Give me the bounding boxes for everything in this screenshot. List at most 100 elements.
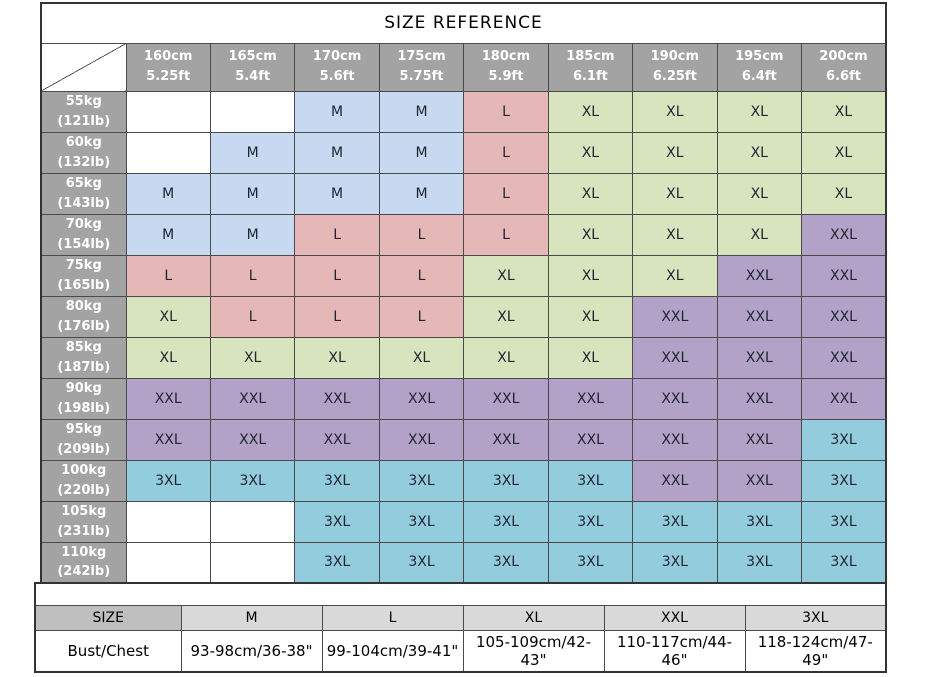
size-cell-XL: XL	[378, 336, 465, 379]
size-cell-3XL: 3XL	[801, 541, 887, 584]
weight-row-75kg: 75kg (165lb) L L L L XL XL XL XXL XXL	[40, 254, 887, 297]
height-header-170cm: 170cm 5.6ft	[294, 42, 380, 92]
size-cell-XL: XL	[547, 295, 634, 338]
size-cell-XXL: XXL	[716, 336, 803, 379]
size-cell-XL: XL	[547, 172, 634, 215]
size-cell-XL: XL	[801, 90, 887, 133]
size-cell-empty	[125, 500, 211, 543]
weight-header-80kg: 80kg (176lb)	[40, 295, 127, 338]
height-header-row: 160cm 5.25ft 165cm 5.4ft 170cm 5.6ft 175cm 5.75…	[40, 42, 887, 92]
weight-header-65kg: 65kg (143lb)	[40, 172, 127, 215]
size-cell-3XL: 3XL	[801, 418, 887, 461]
size-cell-empty	[125, 541, 211, 584]
size-cell-XXL: XXL	[294, 377, 380, 420]
size-cell-XXL: XXL	[632, 336, 718, 379]
size-cell-XXL: XXL	[463, 418, 549, 461]
size-cell-3XL: 3XL	[463, 500, 549, 543]
measure-size-header-M: M	[180, 604, 323, 631]
size-cell-XL: XL	[209, 336, 296, 379]
size-cell-XL: XL	[632, 172, 718, 215]
size-cell-3XL: 3XL	[294, 500, 380, 543]
size-cell-L: L	[378, 213, 465, 256]
height-header-185cm: 185cm 6.1ft	[547, 42, 634, 92]
size-cell-XL: XL	[547, 131, 634, 174]
height-header-200cm: 200cm 6.6ft	[801, 42, 887, 92]
measure-value: 105-109cm/42-43"	[462, 629, 605, 673]
size-cell-XXL: XXL	[716, 418, 803, 461]
measure-row: Bust/Chest 93-98cm/36-38" 99-104cm/39-41" 1…	[34, 629, 887, 673]
size-cell-3XL: 3XL	[125, 459, 211, 502]
size-cell-XL: XL	[547, 90, 634, 133]
size-cell-3XL: 3XL	[209, 459, 296, 502]
height-header-195cm: 195cm 6.4ft	[716, 42, 803, 92]
size-cell-XXL: XXL	[801, 336, 887, 379]
size-cell-XL: XL	[125, 295, 211, 338]
measure-size-header-3XL: 3XL	[744, 604, 887, 631]
spacer-row	[34, 582, 887, 606]
weight-header-70kg: 70kg (154lb)	[40, 213, 127, 256]
size-cell-XXL: XXL	[632, 295, 718, 338]
size-cell-XXL: XXL	[716, 254, 803, 297]
height-header-180cm: 180cm 5.9ft	[463, 42, 549, 92]
size-cell-3XL: 3XL	[632, 541, 718, 584]
size-cell-XL: XL	[632, 213, 718, 256]
measure-size-header-XXL: XXL	[603, 604, 746, 631]
size-cell-XL: XL	[632, 90, 718, 133]
measure-value: 118-124cm/47-49"	[744, 629, 887, 673]
page-title: SIZE REFERENCE	[40, 2, 887, 44]
size-cell-M: M	[378, 172, 465, 215]
size-cell-empty	[209, 90, 296, 133]
measure-value: 93-98cm/36-38"	[180, 629, 323, 673]
spacer-cell	[34, 582, 887, 606]
size-cell-L: L	[294, 213, 380, 256]
measure-size-header-L: L	[321, 604, 464, 631]
size-cell-XL: XL	[547, 254, 634, 297]
measure-value: 110-117cm/44-46"	[603, 629, 746, 673]
size-cell-L: L	[463, 213, 549, 256]
size-cell-M: M	[209, 131, 296, 174]
measure-value: 99-104cm/39-41"	[321, 629, 464, 673]
size-cell-M: M	[294, 90, 380, 133]
size-cell-XXL: XXL	[294, 418, 380, 461]
size-cell-XXL: XXL	[463, 377, 549, 420]
size-cell-M: M	[125, 172, 211, 215]
size-cell-XL: XL	[632, 254, 718, 297]
weight-header-110kg: 110kg (242lb)	[40, 541, 127, 584]
diagonal-corner-cell	[40, 42, 127, 92]
size-cell-L: L	[378, 254, 465, 297]
weight-row-90kg: 90kg (198lb) XXL XXL XXL XXL XXL XXL XXL XXL XXL	[40, 377, 887, 420]
size-cell-XL: XL	[463, 336, 549, 379]
size-cell-empty	[209, 541, 296, 584]
measure-header-row: SIZE M L XL XXL 3XL	[34, 604, 887, 631]
size-cell-XXL: XXL	[801, 213, 887, 256]
size-cell-3XL: 3XL	[294, 459, 380, 502]
height-header-160cm: 160cm 5.25ft	[125, 42, 211, 92]
weight-row-60kg: 60kg (132lb) M M M L XL XL XL XL	[40, 131, 887, 174]
size-cell-3XL: 3XL	[547, 459, 634, 502]
size-cell-empty	[209, 500, 296, 543]
size-cell-3XL: 3XL	[632, 500, 718, 543]
size-cell-XXL: XXL	[547, 377, 634, 420]
size-cell-XL: XL	[801, 172, 887, 215]
weight-header-100kg: 100kg (220lb)	[40, 459, 127, 502]
size-cell-XXL: XXL	[716, 459, 803, 502]
height-header-165cm: 165cm 5.4ft	[209, 42, 296, 92]
size-cell-3XL: 3XL	[716, 500, 803, 543]
size-cell-XL: XL	[632, 131, 718, 174]
size-cell-XL: XL	[294, 336, 380, 379]
size-cell-XXL: XXL	[716, 295, 803, 338]
size-cell-3XL: 3XL	[378, 500, 465, 543]
size-cell-M: M	[294, 131, 380, 174]
size-cell-L: L	[463, 90, 549, 133]
size-cell-XXL: XXL	[378, 377, 465, 420]
size-cell-3XL: 3XL	[801, 500, 887, 543]
weight-header-105kg: 105kg (231lb)	[40, 500, 127, 543]
size-reference-chart: SIZE REFERENCE 160cm 5.25ft 165cm 5.4ft 170c…	[40, 2, 887, 584]
size-cell-XXL: XXL	[632, 418, 718, 461]
weight-header-55kg: 55kg (121lb)	[40, 90, 127, 133]
size-cell-M: M	[209, 213, 296, 256]
weight-row-55kg: 55kg (121lb) M M L XL XL XL XL	[40, 90, 887, 133]
weight-row-85kg: 85kg (187lb) XL XL XL XL XL XL XXL XXL XXL	[40, 336, 887, 379]
size-cell-XXL: XXL	[209, 418, 296, 461]
